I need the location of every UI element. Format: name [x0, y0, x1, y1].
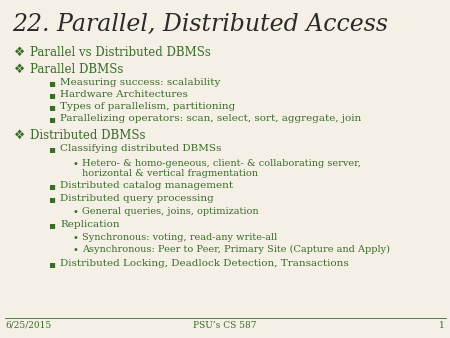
- Text: ▪: ▪: [48, 220, 55, 230]
- Text: ❖: ❖: [14, 129, 25, 142]
- Text: ▪: ▪: [48, 259, 55, 269]
- Text: 6/25/2015: 6/25/2015: [5, 321, 51, 330]
- Text: Distributed query processing: Distributed query processing: [60, 194, 214, 203]
- Text: ▪: ▪: [48, 102, 55, 112]
- Text: •: •: [72, 159, 78, 169]
- Text: ▪: ▪: [48, 90, 55, 100]
- Text: Classifying distributed DBMSs: Classifying distributed DBMSs: [60, 144, 221, 153]
- Text: ▪: ▪: [48, 78, 55, 88]
- Text: •: •: [72, 207, 78, 217]
- Text: Synchronous: voting, read-any write-all: Synchronous: voting, read-any write-all: [82, 233, 277, 242]
- Text: Distributed DBMSs: Distributed DBMSs: [30, 129, 145, 142]
- Text: Parallelizing operators: scan, select, sort, aggregate, join: Parallelizing operators: scan, select, s…: [60, 114, 361, 123]
- Text: ❖: ❖: [14, 46, 25, 59]
- Text: Types of parallelism, partitioning: Types of parallelism, partitioning: [60, 102, 235, 111]
- Text: Distributed Locking, Deadlock Detection, Transactions: Distributed Locking, Deadlock Detection,…: [60, 259, 349, 268]
- Text: Measuring success: scalability: Measuring success: scalability: [60, 78, 220, 87]
- Text: •: •: [72, 245, 78, 255]
- Text: ▪: ▪: [48, 144, 55, 154]
- Text: •: •: [72, 233, 78, 243]
- Text: ▪: ▪: [48, 114, 55, 124]
- Text: 22. Parallel, Distributed Access: 22. Parallel, Distributed Access: [12, 13, 388, 36]
- Text: Parallel vs Distributed DBMSs: Parallel vs Distributed DBMSs: [30, 46, 211, 59]
- Text: Distributed catalog management: Distributed catalog management: [60, 181, 233, 190]
- Text: General queries, joins, optimization: General queries, joins, optimization: [82, 207, 259, 216]
- Text: 1: 1: [439, 321, 445, 330]
- Text: Replication: Replication: [60, 220, 120, 229]
- Text: Asynchronous: Peer to Peer, Primary Site (Capture and Apply): Asynchronous: Peer to Peer, Primary Site…: [82, 245, 390, 254]
- Text: ❖: ❖: [14, 63, 25, 76]
- Text: ▪: ▪: [48, 194, 55, 204]
- Text: ▪: ▪: [48, 181, 55, 191]
- Text: Hardware Architectures: Hardware Architectures: [60, 90, 188, 99]
- Text: PSU’s CS 587: PSU’s CS 587: [193, 321, 257, 330]
- Text: Parallel DBMSs: Parallel DBMSs: [30, 63, 123, 76]
- Text: Hetero- & homo-geneous, client- & collaborating server,
horizontal & vertical fr: Hetero- & homo-geneous, client- & collab…: [82, 159, 361, 178]
